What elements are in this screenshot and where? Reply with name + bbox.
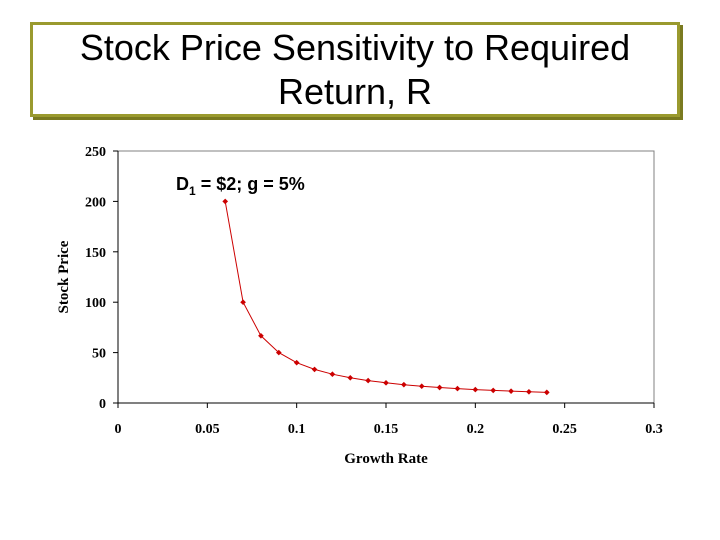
y-axis-ticks: 0 50 100 150 200 250 xyxy=(85,145,118,412)
data-point xyxy=(472,386,479,393)
x-axis-label: Growth Rate xyxy=(344,451,428,467)
data-point xyxy=(418,383,425,390)
data-point xyxy=(240,299,246,306)
y-axis-label: Stock Price xyxy=(56,240,72,313)
x-tick-label: 0.05 xyxy=(195,422,220,437)
annotation: D1 = $2; g = 5% xyxy=(176,174,305,198)
data-point xyxy=(275,349,282,356)
series-points xyxy=(222,198,550,396)
data-point xyxy=(543,389,550,396)
data-point xyxy=(347,374,354,381)
annotation-main: D xyxy=(176,174,189,194)
y-tick-label: 250 xyxy=(85,145,106,160)
data-point xyxy=(293,359,300,366)
data-point xyxy=(401,381,407,388)
data-point xyxy=(454,385,461,392)
plot-area xyxy=(117,150,655,404)
data-point xyxy=(222,198,229,205)
y-tick-label: 100 xyxy=(85,296,106,311)
slide-title: Stock Price Sensitivity to Required Retu… xyxy=(79,26,631,112)
y-tick-label: 0 xyxy=(99,397,106,412)
data-point xyxy=(436,384,443,391)
data-point xyxy=(258,332,264,339)
x-tick-label: 0.25 xyxy=(552,422,577,437)
x-tick-label: 0.3 xyxy=(645,422,663,437)
data-point xyxy=(383,380,389,386)
y-tick-label: 200 xyxy=(85,195,106,210)
y-tick-label: 50 xyxy=(92,347,106,362)
slide-title-box: Stock Price Sensitivity to Required Retu… xyxy=(30,22,680,117)
x-axis-ticks: 0 0.05 0.1 0.15 0.2 0.25 0.3 xyxy=(115,403,663,437)
annotation-subscript: 1 xyxy=(189,184,196,198)
x-tick-label: 0.2 xyxy=(467,422,485,437)
y-tick-label: 150 xyxy=(85,246,106,261)
data-point xyxy=(311,366,318,373)
data-point xyxy=(329,371,336,378)
data-point xyxy=(490,387,497,394)
data-point xyxy=(526,388,532,395)
data-point xyxy=(365,377,371,384)
x-tick-label: 0.1 xyxy=(288,422,306,437)
x-tick-label: 0.15 xyxy=(374,422,399,437)
annotation-rest: = $2; g = 5% xyxy=(196,174,305,194)
x-tick-label: 0 xyxy=(115,422,122,437)
